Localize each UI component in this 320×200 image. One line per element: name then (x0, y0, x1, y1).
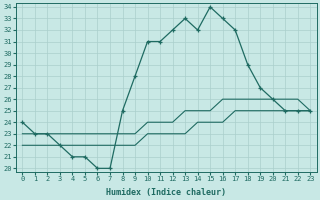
X-axis label: Humidex (Indice chaleur): Humidex (Indice chaleur) (106, 188, 226, 197)
